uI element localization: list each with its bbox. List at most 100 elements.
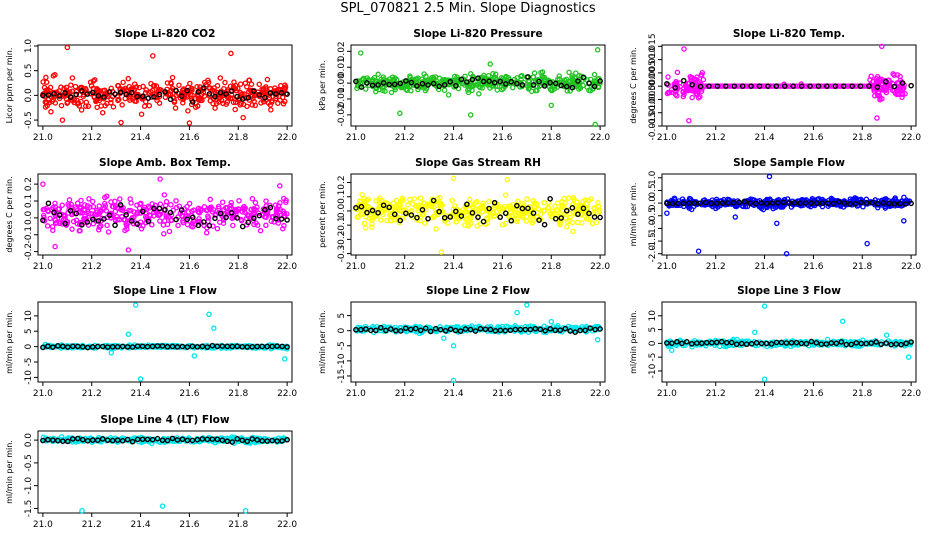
data-point [487,61,493,67]
chart-line4: Slope Line 4 (LT) Flow 21.0 21.2 21.4 21.6 21… [5,414,297,530]
data-point [671,196,678,203]
reference-point [557,327,564,334]
reference-point [472,328,479,334]
x-tick-label: 22.0 [590,133,610,143]
data-point [564,224,570,230]
y-tick-label: -0.3 [337,245,347,263]
reference-point [768,341,775,347]
data-point [416,202,422,209]
y-tick-label: -0.02 [337,103,347,126]
reference-point [195,89,202,95]
data-point [561,83,567,89]
data-point [384,217,390,224]
data-point [359,191,365,198]
reference-point [139,343,146,350]
data-point [393,203,400,210]
reference-point [79,436,86,443]
y-tick-label: 0.0 [24,88,34,103]
data-point [375,71,381,78]
data-point [273,93,279,100]
data-point [567,79,573,85]
reference-point [714,83,721,89]
data-point [242,80,249,86]
data-point [83,103,89,109]
x-tick-label: 21.0 [346,262,366,272]
data-point [565,195,572,201]
y-tick-label: 0.1 [24,194,34,208]
data-point [764,343,770,350]
data-point [852,195,858,201]
data-point [229,215,235,222]
reference-point [412,325,419,332]
reference-point [530,210,537,216]
data-point [450,175,457,182]
reference-point [778,339,785,346]
data-point [98,103,104,109]
y-tick-label: -15 [337,369,347,384]
x-tick-label: 21.6 [179,520,199,530]
data-point [467,112,474,118]
reference-point [482,326,489,333]
reference-point [139,436,146,443]
reference-point [849,83,855,89]
data-point [52,243,58,250]
data-point [514,309,520,316]
data-point [531,200,538,206]
data-point [774,197,781,204]
x-tick-label: 21.4 [131,262,151,272]
reference-point [908,82,914,89]
data-point [417,195,424,201]
x-tick-label: 21.2 [395,262,415,272]
reference-point [679,340,685,347]
reference-point [577,327,583,334]
reference-point [407,326,414,333]
reference-point [587,325,593,331]
reference-point [736,199,742,206]
data-point [246,77,253,83]
data-point [69,88,75,94]
reference-point [575,211,581,218]
reference-point [738,340,745,347]
reference-point [60,343,66,350]
data-point [212,105,218,111]
reference-point [848,341,855,348]
reference-point [525,74,531,80]
reference-point [597,214,603,221]
data-point [48,109,54,115]
reference-point [883,340,889,346]
data-point [239,209,246,215]
reference-point [65,438,71,445]
x-tick-label: 21.6 [492,133,512,143]
reference-point [259,438,265,444]
data-point [548,318,555,325]
data-point [176,82,182,88]
y-tick-label: 0 [648,340,658,346]
y-axis-label: kPa per min. [318,60,327,110]
data-point [212,212,218,218]
data-point [203,230,210,236]
data-point [664,210,670,216]
reference-point [417,327,424,334]
reference-point [129,438,136,445]
data-point [417,214,424,220]
data-point [422,220,428,226]
y-tick-label: 1.0 [648,170,658,185]
y-tick-label: -10 [648,363,658,378]
reference-point [174,437,181,443]
reference-point [274,343,280,349]
reference-point [828,340,835,346]
data-point [467,196,473,203]
reference-point [78,222,85,228]
data-point [847,198,854,205]
data-point [125,331,132,338]
y-tick-label: -0.2 [24,243,34,261]
reference-point [866,83,872,89]
reference-point [284,217,290,223]
data-point [689,94,695,101]
data-point [207,97,214,104]
data-point [824,336,831,343]
data-point [361,220,368,227]
reference-point [256,212,263,219]
reference-point [56,212,63,218]
data-point [272,88,278,94]
